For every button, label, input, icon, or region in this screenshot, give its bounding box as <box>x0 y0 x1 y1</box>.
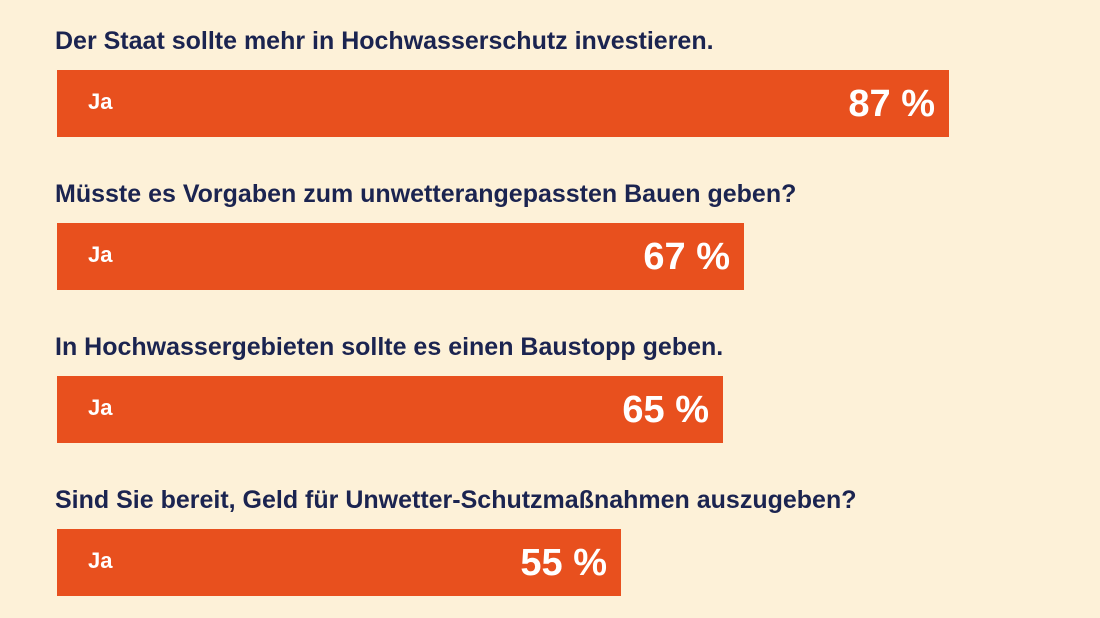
value-label: 65 % <box>622 389 709 431</box>
bar: Ja 67 % <box>57 223 744 290</box>
bar: Ja 55 % <box>57 529 621 596</box>
answer-label: Ja <box>88 395 113 420</box>
answer-label: Ja <box>88 89 113 114</box>
question-label: Müsste es Vorgaben zum unwetterangepasst… <box>55 180 797 208</box>
answer-label: Ja <box>88 242 113 267</box>
value-label: 55 % <box>520 542 607 584</box>
question-label: Sind Sie bereit, Geld für Unwetter-Schut… <box>55 486 857 514</box>
bar: Ja 87 % <box>57 70 949 137</box>
question-label: In Hochwassergebieten sollte es einen Ba… <box>55 333 724 361</box>
value-label: 87 % <box>848 83 935 125</box>
bar: Ja 65 % <box>57 376 723 443</box>
question-label: Der Staat sollte mehr in Hochwasserschut… <box>55 27 714 55</box>
value-label: 67 % <box>643 236 730 278</box>
answer-label: Ja <box>88 548 113 573</box>
